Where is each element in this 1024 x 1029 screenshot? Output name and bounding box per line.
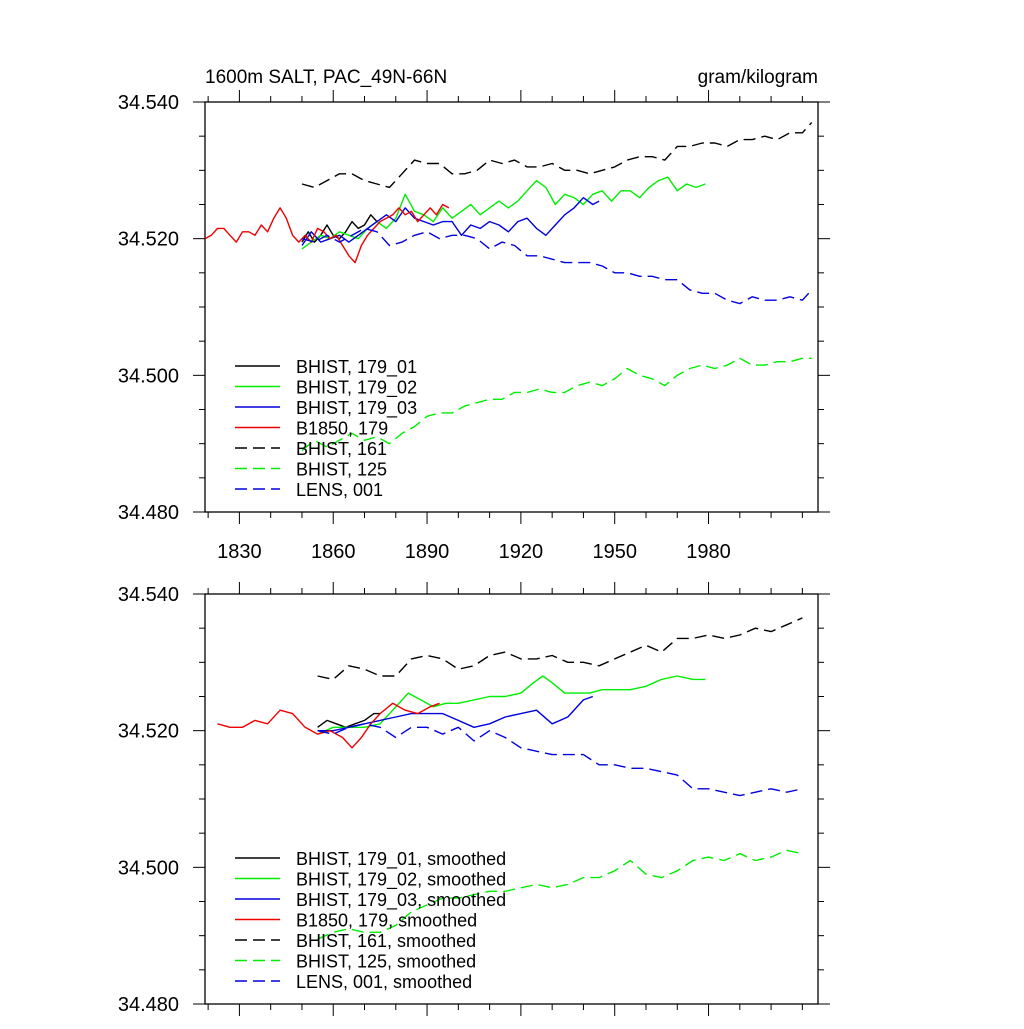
panel1-series-line-1: [301, 214, 378, 243]
panel1-y-tick-label: 34.480: [118, 502, 179, 524]
panel1-x-tick-label: 1890: [405, 541, 450, 563]
panel1-series-line-3: [301, 196, 600, 246]
panel1-legend-label-4: B1850, 179: [296, 419, 388, 439]
panel2-series-line-7: [317, 723, 803, 797]
panel1-legend-label-3: BHIST, 179_03: [296, 398, 417, 419]
panel2-y-tick-label: 34.540: [118, 584, 179, 606]
panel2-series-line-2: [317, 675, 706, 735]
panel1-y-tick-label: 34.540: [118, 92, 179, 114]
panel2-y-tick-label: 34.520: [118, 721, 179, 743]
panel1-legend-label-7: LENS, 001: [296, 480, 383, 500]
panel1-y-tick-label: 34.520: [118, 229, 179, 251]
panel1-x-tick-label: 1920: [499, 541, 544, 563]
panel2-series-line-3: [317, 695, 594, 732]
panel1-legend-label-1: BHIST, 179_01: [296, 357, 417, 378]
panel2-series-line-4: [217, 702, 440, 749]
panel2-legend-label-7: LENS, 001, smoothed: [296, 972, 472, 992]
panel2-legend-label-3: BHIST, 179_03, smoothed: [296, 890, 506, 911]
panel2-series-line-6: [317, 849, 803, 940]
panel1-series-line-5: [301, 122, 813, 189]
panel2-y-tick-label: 34.500: [118, 857, 179, 879]
panel2-legend-label-5: BHIST, 161, smoothed: [296, 931, 476, 951]
panel1-x-tick-label: 1860: [311, 541, 356, 563]
panel1-x-tick-label: 1980: [686, 541, 731, 563]
panel1-series-line-4: [204, 203, 450, 264]
panel1-x-tick-label: 1950: [592, 541, 637, 563]
panel2-legend-label-2: BHIST, 179_02, smoothed: [296, 870, 506, 891]
panel1-x-tick-label: 1830: [217, 541, 262, 563]
panel2-legend-label-6: BHIST, 125, smoothed: [296, 952, 476, 972]
panel1-series-line-6: [301, 357, 812, 452]
panel2-y-tick-label: 34.480: [118, 994, 179, 1016]
panel2-legend-label-4: B1850, 179, smoothed: [296, 911, 477, 931]
panel1-legend-label-6: BHIST, 125: [296, 460, 387, 480]
panel1-chart-title: 1600m SALT, PAC_49N-66N: [205, 67, 447, 88]
panel1-y-tick-label: 34.500: [118, 365, 179, 387]
panel1-units-label: gram/kilogram: [698, 67, 818, 88]
panel1-series-line-7: [301, 227, 813, 305]
panel2-legend-label-1: BHIST, 179_01, smoothed: [296, 849, 506, 870]
panel2-series-line-1: [317, 712, 381, 728]
panel1-legend-label-2: BHIST, 179_02: [296, 378, 417, 399]
panel1-series-line-2: [301, 176, 706, 250]
panel2-series-line-5: [317, 617, 803, 681]
panel1-legend-label-5: BHIST, 161: [296, 439, 387, 459]
